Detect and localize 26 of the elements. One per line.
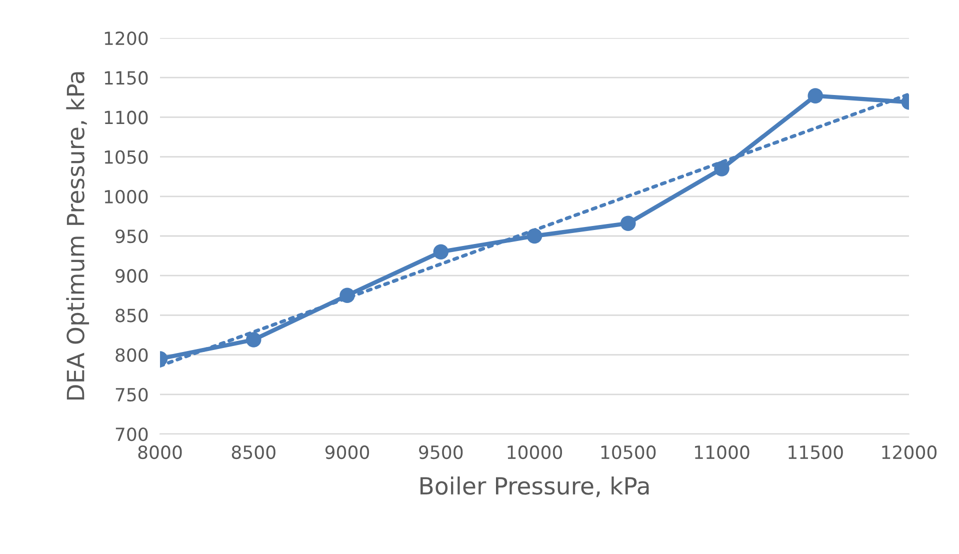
x-tick-label: 12000 (882, 445, 937, 460)
y-tick-label: 700 (116, 427, 148, 442)
point (620, 216, 636, 231)
y-tick-label: 1050 (104, 150, 148, 164)
x-tick-label: 9000 (325, 445, 370, 460)
x-tick-label: 9500 (419, 445, 463, 460)
y-tick-label: 850 (116, 308, 148, 322)
x-tick-label: 10500 (601, 445, 656, 460)
x-tick-label: 11500 (788, 445, 843, 460)
y-tick-label: 950 (116, 229, 148, 244)
x-tick-label: 8500 (232, 445, 276, 460)
y-tick-label: 800 (116, 348, 148, 362)
y-tick-label: 900 (116, 269, 148, 283)
y-tick-label: 1150 (104, 71, 148, 85)
x-tick-label: 10000 (508, 445, 562, 460)
y-tick-label: 1200 (104, 31, 148, 46)
y-tick-label: 1100 (104, 110, 148, 124)
point (433, 244, 449, 260)
x-tick-label: 8000 (138, 445, 182, 460)
x-tick-label: 11000 (695, 445, 750, 460)
y-axis-title: DEA Optimum Pressure, kPa (66, 72, 90, 400)
point (246, 332, 262, 348)
y-tick-label: 1000 (104, 190, 148, 204)
y-tick-label: 750 (116, 388, 148, 402)
x-axis-title: Boiler Pressure, kPa (420, 476, 649, 498)
point (808, 88, 824, 104)
